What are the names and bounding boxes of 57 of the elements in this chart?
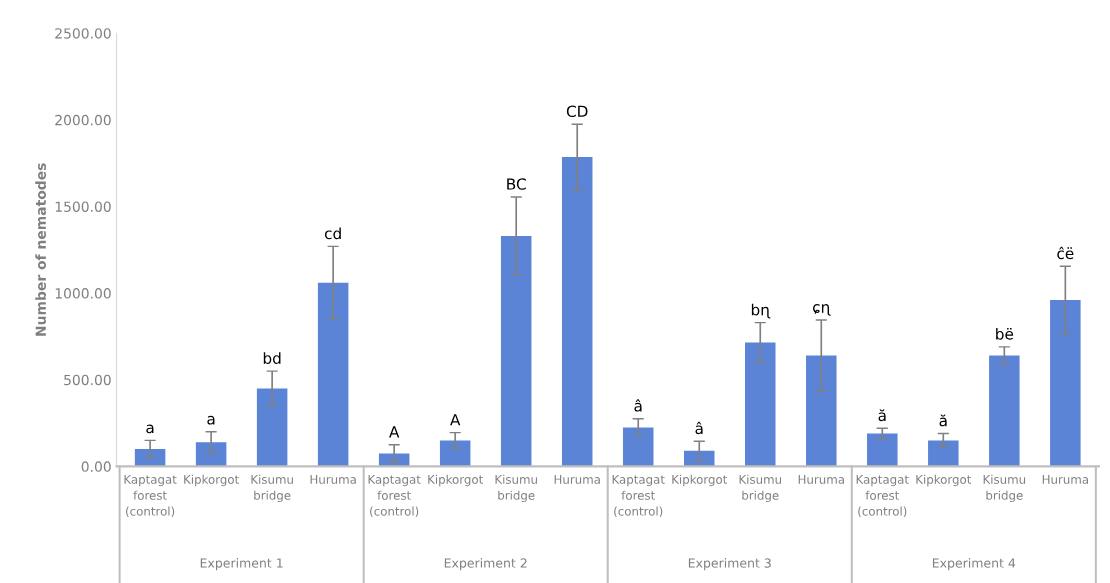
- x-tick-label: Kaptagat forest (control): [368, 475, 421, 518]
- bar: [745, 342, 776, 467]
- y-tick-label: 500.00: [64, 374, 111, 386]
- data-label: a: [207, 415, 215, 425]
- bar: [867, 433, 898, 467]
- data-label: CD: [566, 105, 588, 118]
- x-tick-label: Kipkorgot: [916, 474, 972, 487]
- data-label: bɳ: [751, 303, 771, 319]
- x-tick-label: Kisumu bridge: [739, 474, 782, 503]
- x-tick-label: Kipkorgot: [428, 474, 483, 487]
- data-label: ă: [878, 409, 886, 422]
- x-tick-label: Kaptagat forest (control): [124, 475, 177, 518]
- data-label: bd: [263, 352, 281, 364]
- y-tick-label: 2000.00: [55, 114, 111, 126]
- x-tick-label: Kisumu bridge: [983, 474, 1026, 503]
- x-tick-label: Kipkorgot: [672, 474, 728, 487]
- bar: [928, 440, 959, 467]
- bar: [134, 449, 166, 467]
- data-label: A: [389, 426, 400, 438]
- text: Experiment 3: [688, 558, 771, 571]
- x-tick-label: Kaptagat forest (control): [612, 475, 665, 518]
- y-tick-label: 1000.00: [55, 288, 111, 299]
- data-label: a: [146, 424, 154, 434]
- x-tick-label: Kaptagat forest (control): [856, 475, 909, 518]
- y-axis-title: Number of nematodes: [35, 163, 47, 336]
- bar: [806, 355, 837, 467]
- y-tick-label: 1500.00: [55, 201, 111, 212]
- x-tick-label: Kisumu bridge: [251, 474, 293, 503]
- y-tick-label: 0.00: [81, 461, 111, 472]
- x-tick-label: Huruma: [310, 475, 356, 484]
- data-label: â: [634, 399, 642, 412]
- text: Experiment 1: [200, 558, 283, 571]
- bar: [500, 235, 532, 467]
- y-tick-label: 2500.00: [55, 28, 111, 39]
- text: Experiment 4: [932, 558, 1016, 571]
- data-label: ĉë: [1057, 246, 1074, 260]
- data-label: ă: [939, 414, 947, 427]
- bar: [256, 388, 288, 467]
- text: Experiment 2: [444, 558, 527, 571]
- x-tick-label: Kisumu bridge: [495, 474, 537, 503]
- data-label: bë: [996, 327, 1014, 340]
- x-tick-label: Huruma: [554, 475, 600, 484]
- x-tick-label: Huruma: [1042, 475, 1088, 484]
- data-label: cd: [324, 227, 341, 240]
- bar: [561, 157, 593, 467]
- bar: [439, 440, 471, 467]
- data-label: A: [450, 414, 461, 426]
- data-label: â: [695, 421, 703, 435]
- data-label: BC: [507, 178, 526, 190]
- x-tick-label: Kipkorgot: [184, 474, 239, 487]
- bar: [317, 282, 349, 467]
- bar: [989, 355, 1020, 467]
- bar: [622, 427, 654, 467]
- bar: [1050, 300, 1081, 467]
- x-tick-label: Huruma: [798, 475, 844, 484]
- data-label: ɕɳ: [813, 304, 831, 316]
- bar: [195, 442, 227, 467]
